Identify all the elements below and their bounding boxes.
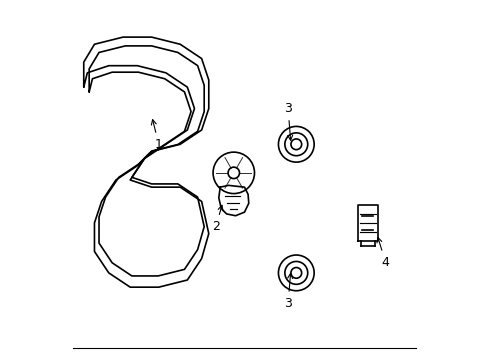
Text: 4: 4 xyxy=(376,238,389,269)
Text: 1: 1 xyxy=(151,120,163,151)
Text: 2: 2 xyxy=(212,205,223,233)
Text: 3: 3 xyxy=(284,102,292,140)
Text: 3: 3 xyxy=(284,273,292,310)
